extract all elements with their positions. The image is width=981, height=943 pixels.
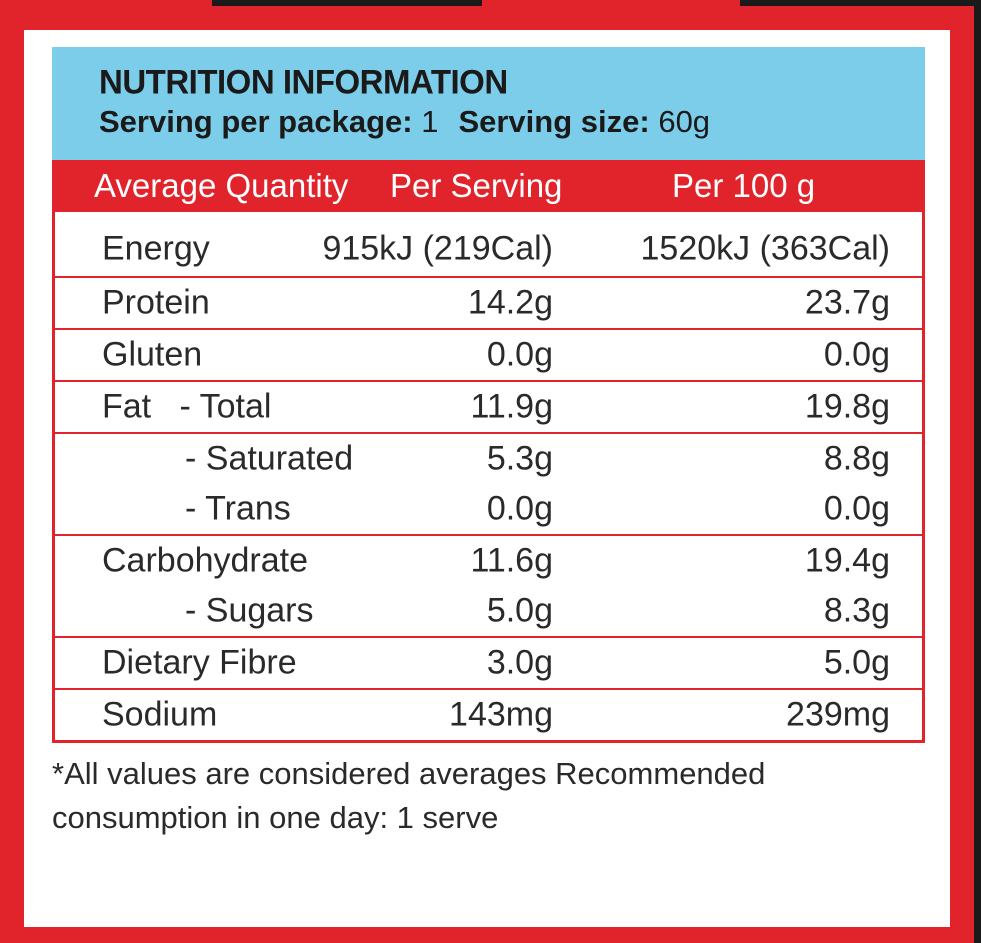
nutrient-name: - Trans <box>185 489 291 528</box>
per-serving-value: 14.2g <box>467 283 553 322</box>
table-row: Fat - Total 11.9g 19.8g <box>55 382 922 432</box>
per-100g-value: 19.8g <box>804 387 890 426</box>
frame-top-edge <box>740 0 981 6</box>
per-100g-value: 8.3g <box>823 591 890 630</box>
nutrition-header: NUTRITION INFORMATION Serving per packag… <box>52 47 925 160</box>
serving-per-package-label: Serving per package: <box>99 104 413 139</box>
per-serving-value: 11.6g <box>470 541 553 580</box>
serving-size-value: 60g <box>658 104 711 139</box>
table-row: - Trans 0.0g 0.0g <box>55 484 922 534</box>
frame-right-edge <box>974 0 981 943</box>
nutrition-table: NUTRITION INFORMATION Serving per packag… <box>52 47 925 743</box>
per-100g-value: 5.0g <box>823 643 890 682</box>
nutrient-group: - Saturated 5.3g 8.8g - Trans 0.0g 0.0g <box>55 432 922 534</box>
frame-top-edge <box>212 0 482 6</box>
nutrient-group: Sodium 143mg 239mg <box>55 688 922 740</box>
col-average-quantity: Average Quantity <box>94 167 349 204</box>
col-per-serving: Per Serving <box>390 167 563 204</box>
nutrient-name: Gluten <box>102 335 203 374</box>
nutrient-group: Energy 915kJ (219Cal) 1520kJ (363Cal) <box>55 212 922 276</box>
col-per-100g: Per 100 g <box>672 167 816 204</box>
nutrient-name: - Saturated <box>185 439 354 478</box>
nutrition-title: NUTRITION INFORMATION <box>99 62 508 101</box>
serving-info: Serving per package: 1 Serving size: 60g <box>99 102 925 142</box>
table-row: - Sugars 5.0g 8.3g <box>55 586 922 636</box>
per-100g-value: 19.4g <box>804 541 890 580</box>
per-serving-value: 915kJ (219Cal) <box>322 229 553 268</box>
nutrient-group: Carbohydrate 11.6g 19.4g - Sugars 5.0g 8.3g <box>55 534 922 636</box>
footnote: *All values are considered averages Reco… <box>52 756 766 835</box>
table-row: Energy 915kJ (219Cal) 1520kJ (363Cal) <box>55 212 922 276</box>
column-header-bar: Average Quantity Per Serving Per 100 g <box>52 160 925 212</box>
nutrient-name: Dietary Fibre <box>102 643 297 682</box>
nutrient-name: Protein <box>102 283 210 322</box>
nutrient-group: Dietary Fibre 3.0g 5.0g <box>55 636 922 688</box>
nutrient-name: Fat - Total <box>102 387 272 426</box>
per-100g-value: 239mg <box>786 695 890 734</box>
serving-size-label: Serving size: <box>458 104 650 139</box>
per-100g-value: 1520kJ (363Cal) <box>640 229 890 268</box>
per-serving-value: 0.0g <box>486 335 553 374</box>
nutrient-rows: Energy 915kJ (219Cal) 1520kJ (363Cal) Prote… <box>52 212 925 743</box>
nutrient-group: Gluten 0.0g 0.0g <box>55 328 922 380</box>
per-serving-value: 5.3g <box>486 439 553 478</box>
nutrient-name: Carbohydrate <box>102 541 309 580</box>
per-serving-value: 5.0g <box>486 591 553 630</box>
table-row: Protein 14.2g 23.7g <box>55 278 922 328</box>
per-100g-value: 0.0g <box>823 335 890 374</box>
per-serving-value: 143mg <box>449 695 553 734</box>
per-serving-value: 11.9g <box>470 387 553 426</box>
serving-per-package-value: 1 <box>421 104 439 139</box>
per-100g-value: 0.0g <box>823 489 890 528</box>
per-serving-value: 3.0g <box>486 643 553 682</box>
nutrient-group: Protein 14.2g 23.7g <box>55 276 922 328</box>
nutrient-name: Energy <box>102 229 210 268</box>
per-100g-value: 8.8g <box>823 439 890 478</box>
per-100g-value: 23.7g <box>804 283 890 322</box>
table-row: Gluten 0.0g 0.0g <box>55 330 922 380</box>
table-row: Carbohydrate 11.6g 19.4g <box>55 536 922 586</box>
nutrient-name: - Sugars <box>185 591 314 630</box>
table-row: Sodium 143mg 239mg <box>55 690 922 740</box>
nutrient-name: Sodium <box>102 695 218 734</box>
table-row: Dietary Fibre 3.0g 5.0g <box>55 638 922 688</box>
per-serving-value: 0.0g <box>486 489 553 528</box>
table-row: - Saturated 5.3g 8.8g <box>55 434 922 484</box>
nutrient-group: Fat - Total 11.9g 19.8g <box>55 380 922 432</box>
